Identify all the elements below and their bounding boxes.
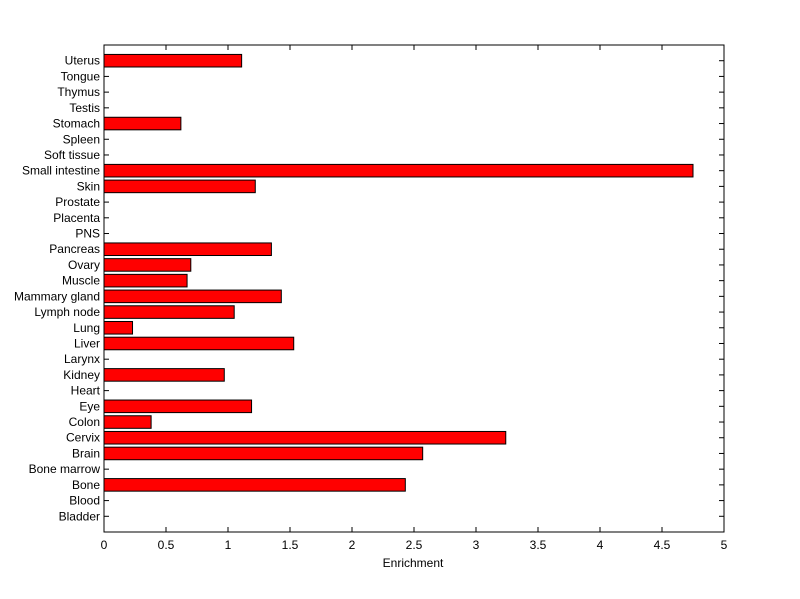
y-tick-label: Brain bbox=[72, 446, 100, 460]
y-tick-label: Prostate bbox=[55, 195, 100, 209]
y-tick-label: Bladder bbox=[59, 509, 100, 523]
bar bbox=[103, 336, 295, 351]
y-tick-label: Lymph node bbox=[34, 305, 100, 319]
y-tick-label: Pancreas bbox=[49, 242, 100, 256]
bar bbox=[103, 273, 188, 288]
bar bbox=[103, 446, 424, 461]
y-tick-label: Cervix bbox=[66, 431, 100, 445]
bar bbox=[103, 258, 192, 272]
x-tick-label: 1 bbox=[225, 538, 232, 552]
y-tick-label: Bone marrow bbox=[29, 462, 101, 476]
x-tick-label: 5 bbox=[721, 538, 728, 552]
bar bbox=[103, 305, 235, 319]
y-tick-label: Uterus bbox=[65, 54, 100, 68]
x-tick-label: 2 bbox=[349, 538, 356, 552]
y-tick-label: Spleen bbox=[63, 132, 100, 146]
y-tick-label: Colon bbox=[69, 415, 100, 429]
y-tick-label: Soft tissue bbox=[44, 148, 100, 162]
y-tick-label: Tongue bbox=[61, 69, 101, 83]
y-tick-label: Mammary gland bbox=[14, 289, 100, 303]
bar bbox=[103, 53, 243, 68]
y-tick-label: Skin bbox=[77, 179, 100, 193]
y-tick-label: Heart bbox=[71, 384, 101, 398]
bar bbox=[103, 478, 406, 492]
bar bbox=[103, 368, 225, 382]
y-tick-label: Muscle bbox=[62, 274, 100, 288]
x-tick-label: 4.5 bbox=[654, 538, 671, 552]
bar bbox=[103, 242, 272, 257]
x-tick-label: 1.5 bbox=[282, 538, 299, 552]
y-tick-label: Testis bbox=[69, 101, 100, 115]
y-tick-label: Thymus bbox=[57, 85, 100, 99]
x-tick-label: 2.5 bbox=[406, 538, 423, 552]
x-tick-labels: 0 0.5 1 1.5 2 2.5 3 3.5 4 4.5 5 bbox=[101, 538, 728, 552]
y-tick-label: Larynx bbox=[64, 352, 100, 366]
bar bbox=[103, 289, 282, 304]
y-tick-label: Small intestine bbox=[22, 164, 100, 178]
y-tick-label: Blood bbox=[69, 494, 100, 508]
y-tick-label: Placenta bbox=[53, 211, 100, 225]
bar bbox=[103, 430, 507, 445]
y-tick-label: Ovary bbox=[68, 258, 100, 272]
y-tick-label: Liver bbox=[74, 336, 100, 350]
x-tick-label: 0 bbox=[101, 538, 108, 552]
bar bbox=[103, 399, 253, 414]
y-tick-label: PNS bbox=[75, 227, 100, 241]
bar bbox=[103, 320, 134, 335]
bar bbox=[103, 415, 152, 429]
y-tick-label: Eye bbox=[79, 399, 100, 413]
x-tick-label: 3 bbox=[473, 538, 480, 552]
y-tick-label: Kidney bbox=[63, 368, 100, 382]
x-axis-label: Enrichment bbox=[383, 556, 444, 570]
y-tick-label: Stomach bbox=[53, 117, 100, 131]
x-tick-label: 0.5 bbox=[158, 538, 175, 552]
x-tick-label: 4 bbox=[597, 538, 604, 552]
bar bbox=[103, 116, 182, 131]
x-tick-label: 3.5 bbox=[530, 538, 547, 552]
plot-area-frame bbox=[103, 44, 725, 533]
bars-layer bbox=[103, 53, 694, 492]
bar bbox=[103, 163, 694, 178]
bar bbox=[103, 179, 256, 194]
y-tick-label: Bone bbox=[72, 478, 100, 492]
y-tick-label: Lung bbox=[73, 321, 100, 335]
